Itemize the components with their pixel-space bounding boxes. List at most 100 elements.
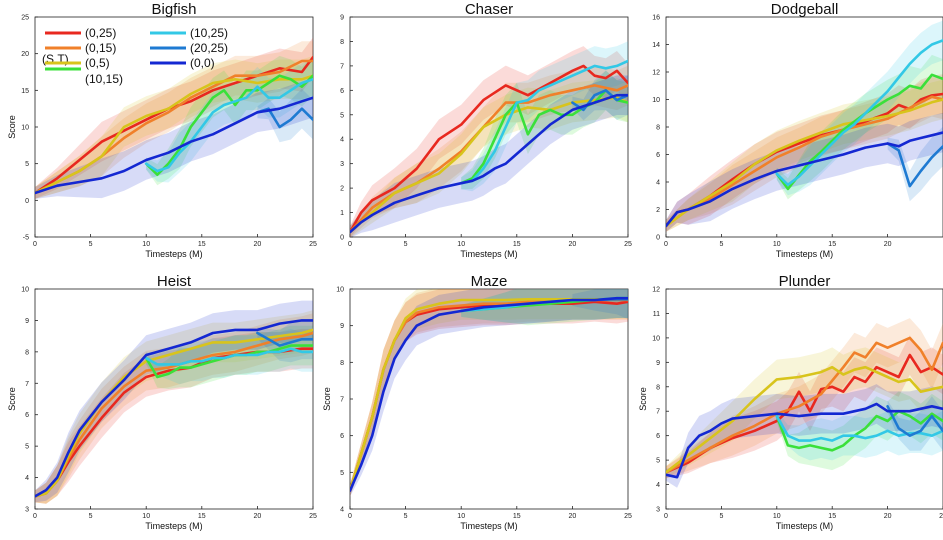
legend-label: (10,15)	[85, 72, 123, 86]
series-line-20-25	[571, 89, 628, 112]
y-tick-label: 6	[656, 152, 660, 159]
series-line-0-25	[350, 64, 628, 234]
x-tick-label: 15	[198, 513, 206, 520]
x-tick-label: 10	[773, 513, 781, 520]
x-tick-label: 25	[624, 513, 632, 520]
series-line-0-5	[35, 74, 313, 195]
y-tick-label: 6	[656, 433, 660, 440]
y-tick-label: 5	[25, 161, 29, 168]
x-tick-label: 10	[142, 513, 150, 520]
y-tick-label: 14	[652, 42, 660, 49]
y-tick-label: 7	[340, 397, 344, 404]
y-tick-label: 0	[25, 198, 29, 205]
band-0-5	[35, 310, 313, 504]
x-tick-label: 10	[457, 241, 465, 248]
y-tick-label: 8	[656, 384, 660, 391]
x-tick-label: 0	[348, 241, 352, 248]
plot-frame	[349, 16, 629, 238]
plot-area	[350, 289, 628, 497]
plot-frame	[349, 288, 629, 510]
chart-dodgeball: Dodgeball 0 5 10 15 20 0 2 4 6 8 10 12 14 16 Timesteps …	[652, 1, 943, 259]
band-0-0	[35, 300, 313, 503]
series-line-20-25	[886, 142, 943, 188]
y-axis-label: Score	[7, 387, 17, 411]
x-tick-label: 20	[884, 241, 892, 248]
x-axis-label: Timesteps (M)	[460, 249, 517, 259]
chart-title: Heist	[157, 273, 192, 290]
x-tick-label: 0	[33, 241, 37, 248]
y-tick-label: 8	[340, 39, 344, 46]
y-tick-label: 6	[340, 88, 344, 95]
y-tick-label: 5	[656, 458, 660, 465]
series-line-0-0	[35, 319, 313, 498]
x-tick-label: 5	[719, 241, 723, 248]
band-0-5	[666, 347, 943, 479]
band-10-25	[461, 289, 628, 324]
band-0-0	[350, 289, 628, 497]
x-tick-label: 15	[198, 241, 206, 248]
x-axis-label: Timesteps (M)	[776, 521, 833, 531]
y-tick-label: 4	[340, 507, 344, 514]
y-tick-label: 6	[25, 412, 29, 419]
x-tick-label: 15	[828, 241, 836, 248]
legend-label: (20,25)	[190, 41, 228, 55]
series-line-0-0	[35, 96, 313, 195]
y-tick-label: 10	[21, 287, 29, 294]
x-tick-label: 20	[254, 513, 262, 520]
band-20-25	[887, 396, 943, 451]
legend-entry-0-0: (0,0)	[150, 56, 215, 70]
legend: (S,T)(0,25)(0,15)(0,5)(10,15)(10,25)(20,…	[42, 26, 228, 86]
x-tick-label: 15	[513, 513, 521, 520]
series-line-10-25	[144, 78, 313, 173]
series-line-10-15	[775, 409, 943, 452]
x-tick-label: 0	[664, 513, 668, 520]
y-tick-label: 25	[21, 15, 29, 22]
legend-label: (0,25)	[85, 26, 116, 40]
series-line-0-5	[666, 98, 943, 228]
y-tick-label: 7	[25, 381, 29, 388]
x-tick-label: 0	[348, 513, 352, 520]
band-0-15	[35, 313, 313, 504]
legend-entry-0-25: (0,25)	[45, 26, 116, 40]
x-axis-label: Timesteps (M)	[145, 521, 202, 531]
y-tick-label: 2	[340, 186, 344, 193]
y-tick-label: 4	[656, 482, 660, 489]
x-tick-label: 5	[404, 513, 408, 520]
y-tick-label: 10	[652, 335, 660, 342]
x-axis-label: Timesteps (M)	[145, 249, 202, 259]
y-tick-label: 9	[656, 360, 660, 367]
y-tick-label: 16	[652, 15, 660, 22]
plot-frame	[34, 288, 314, 510]
plot-area	[666, 20, 943, 232]
y-tick-label: 0	[656, 235, 660, 242]
band-20-25	[572, 289, 628, 320]
x-axis-label: Timesteps (M)	[776, 249, 833, 259]
x-tick-label: 10	[457, 513, 465, 520]
y-tick-label: 12	[652, 70, 660, 77]
band-10-25	[146, 59, 313, 183]
legend-entry-10-15: (10,15)	[45, 67, 123, 86]
band-0-0	[350, 75, 628, 237]
y-tick-label: 5	[340, 112, 344, 119]
series-line-0-5	[666, 365, 943, 474]
legend-entry-20-25: (20,25)	[150, 41, 228, 55]
series-line-0-0	[666, 131, 943, 228]
x-tick-label: 25	[309, 513, 317, 520]
x-tick-label: 25	[939, 513, 943, 520]
y-tick-label: 7	[656, 409, 660, 416]
x-axis-label: Timesteps (M)	[460, 521, 517, 531]
series-line-20-25	[256, 107, 313, 129]
y-tick-label: 9	[340, 15, 344, 22]
series-line-10-25	[459, 59, 628, 185]
y-tick-label: 4	[340, 137, 344, 144]
x-tick-label: 10	[773, 241, 781, 248]
y-tick-label: 3	[656, 507, 660, 514]
chart-title: Plunder	[779, 273, 831, 290]
y-tick-label: 4	[656, 180, 660, 187]
y-tick-label: 4	[25, 475, 29, 482]
y-tick-label: 8	[340, 360, 344, 367]
legend-entry-0-5: (0,5)	[45, 56, 110, 70]
series-line-0-0	[350, 296, 628, 493]
